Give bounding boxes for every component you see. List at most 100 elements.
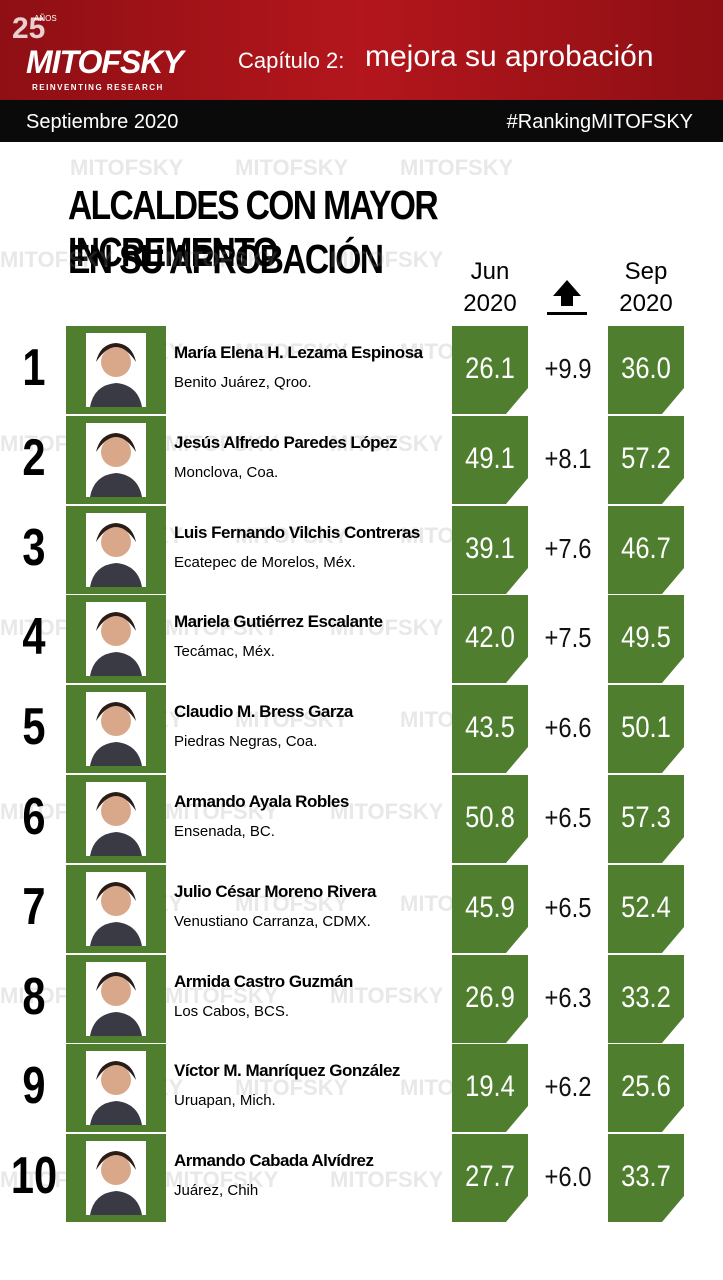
change-value: +7.6 [544,532,592,564]
sep-box [608,505,684,594]
name: Armida Castro Guzmán [174,971,353,991]
header-band [0,0,723,100]
name: Jesús Alfredo Paredes López [174,432,398,452]
jun-box [452,595,528,684]
name: Julio César Moreno Rivera [174,881,376,901]
jun-box [452,1134,528,1223]
sep-box [608,415,684,504]
sep-box [608,595,684,684]
portrait [66,326,166,414]
sep-value: 33.2 [621,980,671,1014]
watermark: MITOFSKY [330,983,444,1008]
rank: 5 [22,698,46,757]
watermark: MITOFSKY [330,615,444,640]
logo-years-word: AÑOS [34,14,57,23]
jun-value: 50.8 [465,801,515,834]
logo-years: 25 [12,12,46,45]
sep-value: 25.6 [621,1070,671,1104]
sep-box [608,1134,684,1223]
jun-box [452,1044,528,1133]
watermark: MITOFSKY [235,155,349,180]
place: Ecatepec de Morelos, Méx. [174,553,356,571]
jun-value: 43.5 [465,711,515,745]
jun-box [452,864,528,953]
watermark: MITOFSKY [165,983,279,1008]
sep-box [608,864,684,953]
watermark: MITOFSKY [330,1167,444,1192]
sep-value: 46.7 [621,531,671,565]
rank: 2 [22,428,46,487]
sep-box [608,1044,684,1133]
rank: 1 [22,339,46,397]
portrait [66,505,166,594]
sep-box [608,326,684,414]
jun-box [452,505,528,594]
sep-value: 33.7 [621,1160,671,1194]
jun-box [452,954,528,1043]
change-value: +7.5 [544,622,592,654]
watermark: MITOFSKY [165,615,279,640]
logo: MITOFSKY [26,44,184,80]
watermark: MITOFSKY [165,1167,279,1192]
watermark: MITOFSKY [330,431,444,456]
sep-value: 50.1 [621,711,671,745]
portrait [66,864,166,953]
sep-value: 57.3 [621,801,671,834]
place: Los Cabos, BCS. [174,1002,290,1020]
place: Venustiano Carranza, CDMX. [174,912,371,930]
jun-box [452,685,528,774]
watermark: MITOFSKY [235,523,349,548]
info-bar [0,100,723,142]
sep-box [608,775,684,863]
place: Tecámac, Méx. [174,643,275,661]
portrait [66,1134,166,1223]
change-value: +9.9 [544,353,592,384]
portrait [66,595,166,684]
chapter-label: Capítulo 2: [238,48,345,73]
jun-value: 45.9 [465,890,515,924]
title-line-2: EN SU APROBACIÓN [68,236,384,282]
portrait [66,775,166,863]
rank: 4 [22,608,46,667]
change-value: +6.0 [544,1161,592,1193]
portrait [66,685,166,774]
place: Uruapan, Mich. [174,1092,276,1110]
title-line-1: ALCALDES CON MAYOR INCREMENTO [68,182,439,275]
hashtag: #RankingMITOFSKY [506,111,693,133]
place: Ensenada, BC. [174,823,275,840]
place: Benito Juárez, Qroo. [174,374,312,391]
name: María Elena H. Lezama Espinosa [174,343,423,362]
name: Armando Ayala Robles [174,792,349,811]
portrait [66,954,166,1043]
place: Juárez, Chih [174,1182,259,1200]
change-value: +6.5 [544,802,592,833]
change-value: +6.5 [544,891,592,923]
watermark: MITOFSKY [235,891,349,916]
watermark: MITOFSKY [330,247,444,272]
sep-box [608,685,684,774]
watermark: MITOFSKY [235,339,349,364]
portrait [66,415,166,504]
chapter-title: mejora su aprobación [365,40,654,73]
jun-value: 42.0 [465,621,515,655]
jun-value: 39.1 [465,531,515,565]
sep-value: 36.0 [621,352,671,385]
name: Mariela Gutiérrez Escalante [174,612,383,632]
jun-value: 26.1 [465,352,515,385]
col-sep-year: 2020 [619,290,673,317]
sep-value: 57.2 [621,441,671,475]
rank: 7 [22,877,46,936]
col-jun: Jun [470,258,510,285]
jun-box [452,326,528,414]
arrow-icon [547,280,587,315]
watermark: MITOFSKY [330,799,444,824]
rank: 9 [22,1057,46,1116]
jun-value: 26.9 [465,980,515,1014]
logo-tagline: REINVENTING RESEARCH [32,83,164,92]
watermark: MITOFSKY [0,247,114,272]
change-value: +6.3 [544,981,592,1013]
jun-value: 49.1 [465,441,515,475]
watermark: MITOFSKY [165,431,279,456]
watermark: MITOFSKY [235,1075,349,1100]
